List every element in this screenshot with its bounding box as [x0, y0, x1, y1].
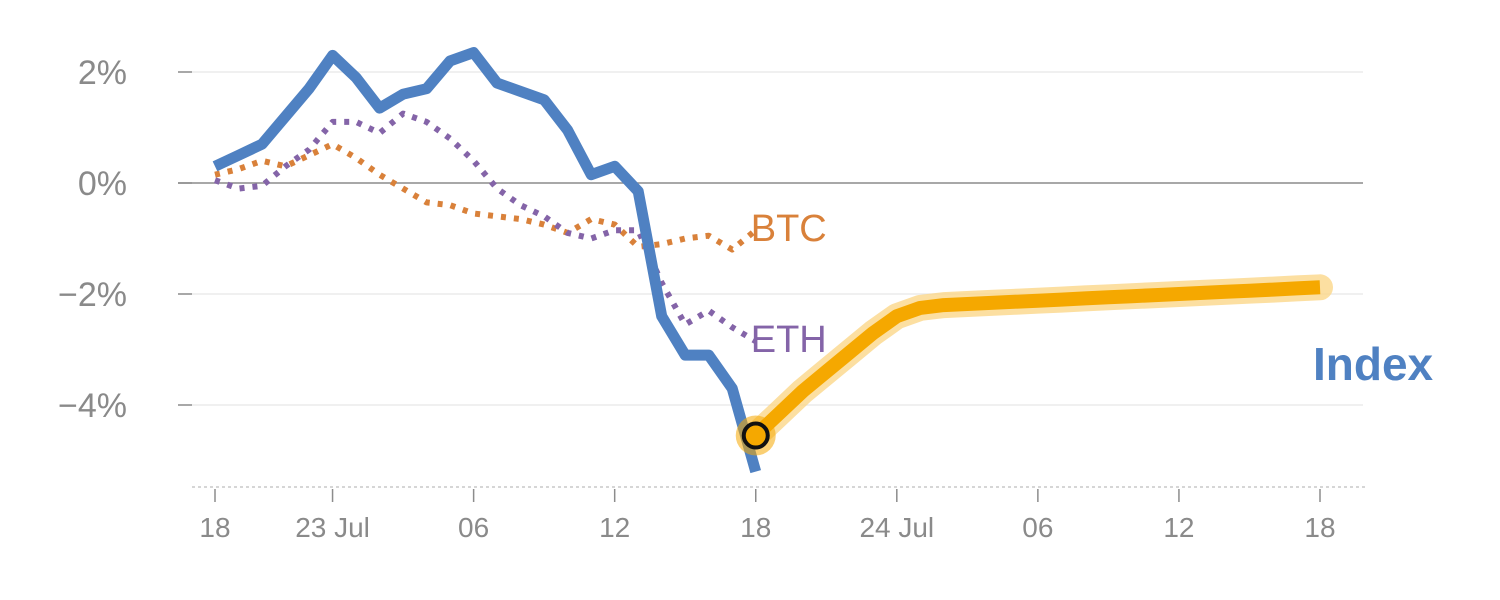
- btc-line: [214, 141, 758, 253]
- index-line: [212, 47, 761, 474]
- index-projection-line: [750, 280, 1321, 441]
- x-tick-label: 24 Jul: [859, 512, 934, 543]
- x-tick-label: 18: [199, 512, 230, 543]
- series-labels: BTC ETH Index: [751, 208, 1434, 390]
- series-label-eth: ETH: [751, 319, 827, 361]
- x-tick-label: 06: [1022, 512, 1053, 543]
- current-point-marker: [741, 421, 770, 450]
- series-lines: [212, 47, 1333, 474]
- x-tick-label: 18: [1304, 512, 1335, 543]
- eth-line: [213, 110, 758, 344]
- x-tick-label: 12: [1163, 512, 1194, 543]
- y-tick-label: 0%: [78, 165, 127, 203]
- axes: 2% 0% −2% −4% 18 23 Jul 06 12 18 24 Jul 06 12 18: [58, 54, 1366, 543]
- series-label-btc: BTC: [751, 208, 827, 250]
- x-tick-label: 06: [458, 512, 489, 543]
- x-tick-label: 23 Jul: [295, 512, 370, 543]
- x-tick-label: 18: [740, 512, 771, 543]
- y-tick-label: 2%: [78, 54, 127, 92]
- y-tick-label: −4%: [58, 387, 127, 425]
- y-tick-label: −2%: [58, 276, 127, 314]
- x-tick-label: 12: [599, 512, 630, 543]
- series-label-index: Index: [1313, 338, 1434, 390]
- markers: [735, 415, 776, 456]
